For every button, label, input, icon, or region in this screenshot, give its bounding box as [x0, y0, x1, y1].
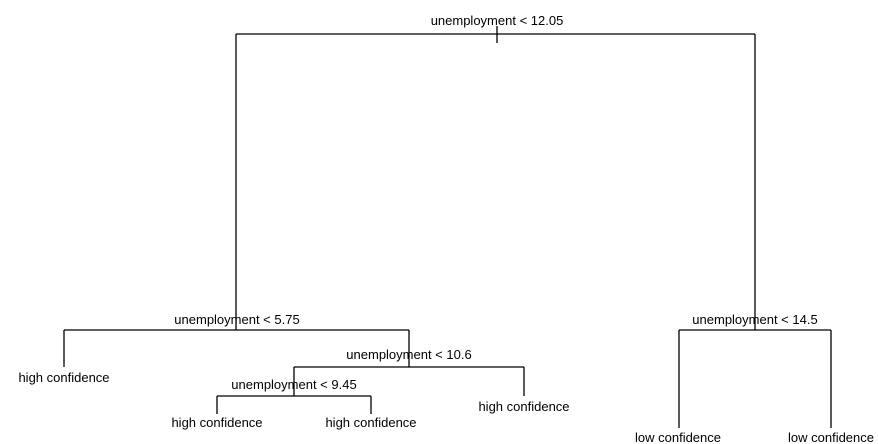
split-node-right: unemployment < 14.5	[678, 312, 832, 428]
leaf-label-3: high confidence	[325, 415, 416, 430]
split-label-left-right-left: unemployment < 9.45	[231, 377, 356, 392]
split-node-root: unemployment < 12.05	[235, 13, 756, 330]
split-label-right: unemployment < 14.5	[692, 312, 817, 327]
leaf-label-1: high confidence	[18, 370, 109, 385]
leaf-label-2: high confidence	[171, 415, 262, 430]
leaf-label-4: high confidence	[478, 399, 569, 414]
leaf-label-5: low confidence	[635, 430, 721, 444]
leaf-label-6: low confidence	[788, 430, 874, 444]
split-node-left: unemployment < 5.75	[63, 312, 410, 367]
split-node-left-right: unemployment < 10.6	[293, 347, 525, 396]
split-label-root: unemployment < 12.05	[431, 13, 564, 28]
split-label-left-right: unemployment < 10.6	[346, 347, 471, 362]
split-node-left-right-left: unemployment < 9.45	[216, 377, 372, 414]
split-label-left: unemployment < 5.75	[174, 312, 299, 327]
